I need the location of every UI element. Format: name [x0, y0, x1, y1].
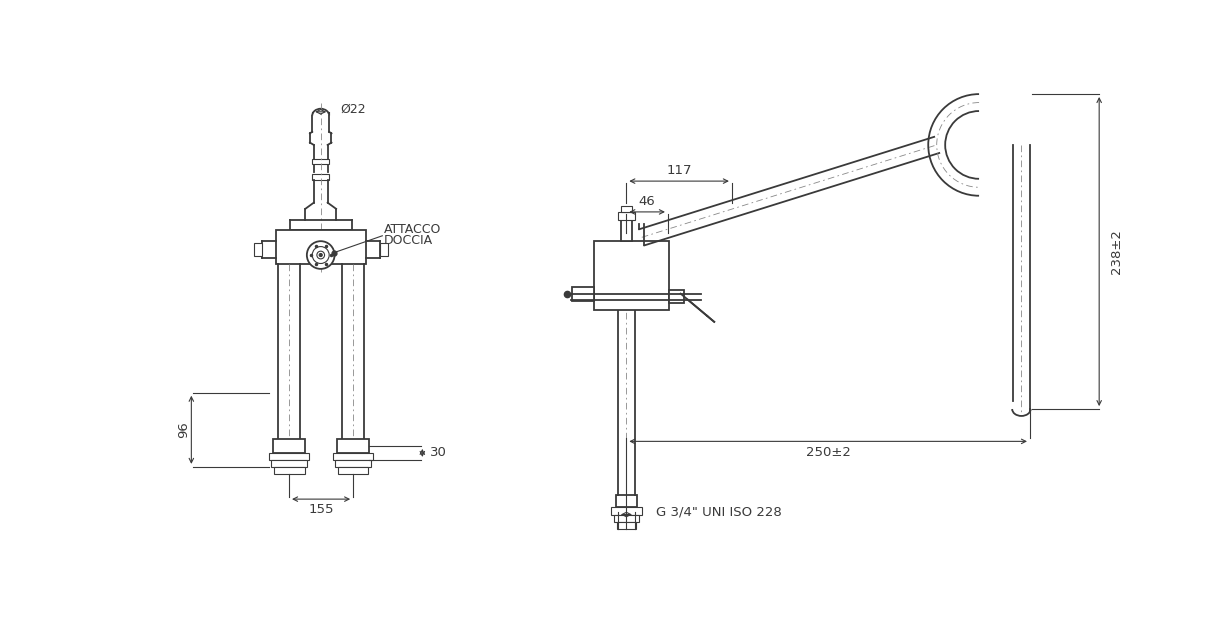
- Text: Ø22: Ø22: [340, 103, 366, 116]
- Circle shape: [312, 246, 329, 264]
- Bar: [617, 522, 635, 529]
- Bar: [274, 467, 305, 474]
- Text: ATTACCO: ATTACCO: [383, 223, 441, 236]
- Bar: [618, 212, 635, 220]
- Circle shape: [320, 253, 322, 257]
- Bar: [336, 460, 371, 467]
- Bar: [254, 244, 262, 256]
- Bar: [269, 453, 310, 460]
- Circle shape: [317, 251, 324, 259]
- Text: 155: 155: [308, 503, 334, 516]
- Text: 96: 96: [177, 421, 190, 438]
- Bar: [616, 495, 637, 507]
- Bar: [273, 439, 305, 453]
- Bar: [611, 507, 642, 514]
- Circle shape: [307, 241, 334, 269]
- Bar: [621, 220, 632, 241]
- Bar: [614, 514, 639, 522]
- Bar: [337, 439, 369, 453]
- Text: 117: 117: [666, 164, 692, 177]
- Text: 238±2: 238±2: [1110, 229, 1123, 274]
- Text: DOCCIA: DOCCIA: [383, 234, 433, 247]
- Bar: [621, 206, 632, 212]
- Text: G 3/4" UNI ISO 228: G 3/4" UNI ISO 228: [656, 505, 782, 519]
- Bar: [272, 460, 307, 467]
- Bar: [573, 287, 594, 301]
- Bar: [380, 244, 387, 256]
- Bar: [594, 241, 669, 311]
- Bar: [317, 250, 324, 264]
- Bar: [333, 453, 374, 460]
- Bar: [338, 467, 369, 474]
- Text: 46: 46: [639, 195, 655, 208]
- Bar: [312, 159, 329, 164]
- Bar: [277, 230, 366, 264]
- Bar: [312, 174, 329, 179]
- Text: 250±2: 250±2: [806, 446, 850, 458]
- Bar: [669, 291, 685, 303]
- Text: 30: 30: [430, 446, 447, 459]
